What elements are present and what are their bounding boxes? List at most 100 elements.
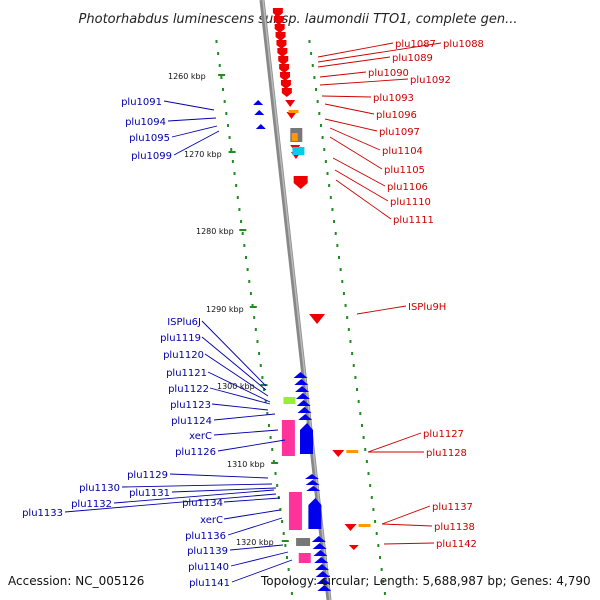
reverse-gene — [281, 88, 292, 97]
gene-label[interactable]: plu1132 — [71, 499, 112, 510]
forward-gene — [306, 486, 321, 491]
gene-label[interactable]: plu1096 — [376, 110, 417, 121]
reverse-gene — [278, 56, 289, 65]
gene-label[interactable]: plu1122 — [168, 384, 209, 395]
tick-dot — [233, 172, 236, 175]
gene-label[interactable]: plu1089 — [392, 53, 433, 64]
tick-dot — [285, 556, 288, 559]
gene-label[interactable]: plu1091 — [121, 97, 162, 108]
gene-label[interactable]: plu1141 — [189, 578, 230, 589]
tick-dot — [349, 340, 352, 343]
gene-label[interactable]: plu1136 — [185, 531, 226, 542]
gene-label[interactable]: plu1088 — [443, 39, 484, 50]
leader-line — [213, 413, 276, 421]
forward-gene — [313, 550, 328, 556]
gene-label[interactable]: plu1138 — [434, 522, 475, 533]
gene-label[interactable]: plu1127 — [423, 429, 464, 440]
orange-feature — [358, 524, 371, 527]
tick-dot — [266, 412, 269, 415]
reverse-gene — [276, 40, 287, 49]
gene-label[interactable]: plu1129 — [127, 470, 168, 481]
tick-dot — [241, 232, 244, 235]
gene-label[interactable]: xerC — [200, 515, 223, 526]
leader-line — [324, 118, 378, 132]
forward-gene — [295, 386, 310, 392]
tick-dot — [337, 256, 340, 259]
tick-dot — [271, 448, 274, 451]
gene-label[interactable]: plu1126 — [175, 447, 216, 458]
forward-gene — [304, 474, 319, 479]
tick-dot — [277, 496, 280, 499]
gene-label[interactable]: plu1128 — [426, 448, 467, 459]
reverse-gene — [280, 80, 291, 89]
tick-major — [271, 462, 279, 464]
leader-line — [209, 387, 271, 405]
kbp-marker: 1270 kbp — [184, 150, 222, 159]
tick-dot — [382, 580, 385, 583]
tick-dot — [342, 292, 345, 295]
green-feature — [283, 397, 296, 404]
kbp-marker: 1320 kbp — [236, 538, 274, 547]
leader-line — [319, 78, 409, 86]
tick-dot — [279, 508, 282, 511]
gene-label[interactable]: plu1092 — [410, 75, 451, 86]
gene-label[interactable]: plu1104 — [382, 146, 423, 157]
gene-label[interactable]: plu1134 — [182, 498, 223, 509]
tick-major — [228, 151, 236, 153]
gene-label[interactable]: plu1090 — [368, 68, 409, 79]
gene-label[interactable]: plu1095 — [129, 133, 170, 144]
gene-label[interactable]: plu1123 — [170, 400, 211, 411]
gene-label[interactable]: plu1094 — [125, 117, 166, 128]
gene-label[interactable]: plu1130 — [79, 483, 120, 494]
gene-label[interactable]: plu1099 — [131, 151, 172, 162]
reverse-gene — [272, 8, 283, 17]
gene-label[interactable]: plu1133 — [22, 508, 63, 519]
gene-features — [253, 8, 371, 591]
gene-label[interactable]: plu1119 — [160, 333, 201, 344]
tick-dot — [336, 244, 339, 247]
leader-line — [163, 100, 215, 111]
tick-dot — [341, 280, 344, 283]
gene-label[interactable]: plu1142 — [436, 539, 477, 550]
tick-dot — [223, 100, 226, 103]
kbp-marker: 1260 kbp — [168, 72, 206, 81]
gene-label[interactable]: plu1087 — [395, 39, 436, 50]
gene-label[interactable]: plu1121 — [166, 368, 207, 379]
leader-line — [223, 497, 281, 503]
forward-gene — [312, 543, 327, 549]
gene-label[interactable]: plu1124 — [171, 416, 212, 427]
gene-label[interactable]: ISPlu9H — [408, 302, 446, 313]
orange-feature — [346, 450, 359, 453]
kbp-marker: 1280 kbp — [196, 227, 234, 236]
gene-label[interactable]: plu1120 — [163, 350, 204, 361]
leader-line — [329, 136, 383, 170]
leader-line — [367, 432, 422, 453]
leader-line — [319, 71, 367, 78]
gene-label[interactable]: plu1139 — [187, 546, 228, 557]
gene-label[interactable]: plu1110 — [390, 197, 431, 208]
tick-dot — [310, 52, 313, 55]
gene-label[interactable]: plu1131 — [129, 488, 170, 499]
tick-major — [218, 74, 226, 76]
gene-label[interactable]: plu1140 — [188, 562, 229, 573]
reverse-gene — [286, 112, 297, 119]
tick-dot — [347, 328, 350, 331]
reverse-gene — [285, 100, 296, 107]
gene-label[interactable]: plu1097 — [379, 127, 420, 138]
leader-line — [121, 483, 273, 488]
gene-label[interactable]: ISPlu6J — [167, 317, 201, 328]
tick-dot — [369, 484, 372, 487]
tick-dot — [339, 268, 342, 271]
gene-label[interactable]: plu1111 — [393, 215, 434, 226]
gene-label[interactable]: plu1093 — [373, 93, 414, 104]
tick-dot — [228, 136, 231, 139]
tick-dot — [364, 448, 367, 451]
tick-dot — [259, 364, 262, 367]
tick-dot — [258, 352, 261, 355]
gene-label[interactable]: plu1106 — [387, 182, 428, 193]
gene-label[interactable]: plu1137 — [432, 502, 473, 513]
tick-dot — [362, 436, 365, 439]
gene-label[interactable]: plu1105 — [384, 165, 425, 176]
tick-dot — [334, 232, 337, 235]
gene-label[interactable]: xerC — [189, 431, 212, 442]
